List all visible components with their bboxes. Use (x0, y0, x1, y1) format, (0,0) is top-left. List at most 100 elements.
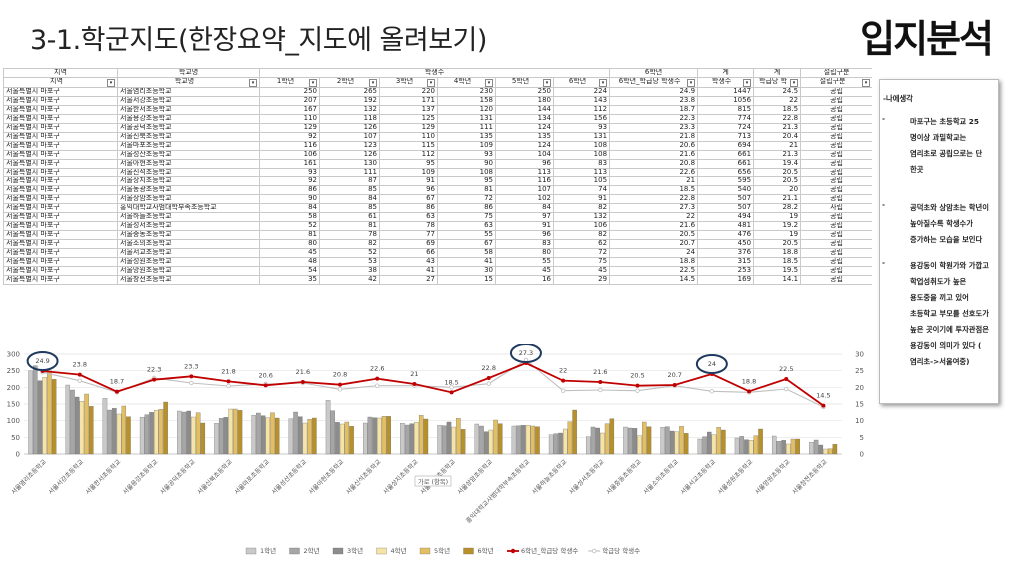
table-cell[interactable]: 공립 (800, 185, 872, 196)
table-cell[interactable]: 78 (319, 230, 380, 241)
table-cell[interactable]: 180 (495, 95, 554, 106)
table-cell[interactable]: 96 (495, 230, 554, 241)
table-cell[interactable]: 450 (697, 239, 755, 250)
table-cell[interactable]: 84 (259, 203, 320, 214)
table-cell[interactable]: 110 (379, 131, 438, 142)
table-cell[interactable]: 108 (437, 167, 496, 178)
table-cell[interactable]: 19 (753, 212, 802, 223)
column-header-cell[interactable]: 2학년 ▾ (319, 76, 380, 88)
column-header-cell[interactable]: 설립구분 ▾ (800, 76, 872, 88)
table-cell[interactable]: 93 (552, 122, 611, 133)
table-cell[interactable]: 서울특별시 마포구 (3, 248, 118, 259)
table-cell[interactable]: 72 (552, 248, 611, 259)
table-cell[interactable]: 161 (259, 158, 320, 169)
table-cell[interactable]: 22.8 (609, 194, 699, 205)
table-cell[interactable]: 595 (697, 176, 755, 187)
table-cell[interactable]: 1056 (697, 95, 755, 106)
table-cell[interactable]: 58 (259, 212, 320, 223)
table-cell[interactable]: 서울마포초등학교 (117, 140, 260, 151)
table-cell[interactable]: 공립 (800, 113, 872, 124)
table-cell[interactable]: 132 (319, 104, 380, 115)
column-header-cell[interactable]: 지역 ▾ (3, 76, 118, 88)
table-cell[interactable]: 61 (319, 212, 380, 223)
table-cell[interactable]: 107 (319, 131, 380, 142)
table-cell[interactable]: 서울창전초등학교 (117, 274, 260, 285)
table-cell[interactable]: 220 (379, 86, 438, 97)
table-cell[interactable]: 서울성서초등학교 (117, 221, 260, 232)
table-cell[interactable]: 91 (552, 194, 611, 205)
table-cell[interactable]: 53 (319, 257, 380, 268)
table-cell[interactable]: 134 (495, 113, 554, 124)
table-cell[interactable]: 서울특별시 마포구 (3, 131, 118, 142)
table-cell[interactable]: 19.4 (753, 158, 802, 169)
column-header-cell[interactable]: 5학년 ▾ (495, 76, 554, 88)
table-cell[interactable]: 공립 (800, 95, 872, 106)
table-cell[interactable]: 130 (319, 158, 380, 169)
table-cell[interactable]: 724 (697, 122, 755, 133)
table-cell[interactable]: 20.5 (753, 239, 802, 250)
table-cell[interactable]: 110 (259, 113, 320, 124)
table-cell[interactable]: 126 (319, 149, 380, 160)
table-cell[interactable]: 85 (319, 185, 380, 196)
column-header-cell[interactable]: 학교명 ▾ (117, 76, 260, 88)
filter-dropdown-icon[interactable]: ▾ (249, 78, 257, 87)
table-cell[interactable]: 서울동광초등학교 (117, 185, 260, 196)
table-cell[interactable]: 69 (379, 239, 438, 250)
table-cell[interactable]: 224 (552, 86, 611, 97)
table-cell[interactable]: 24.5 (753, 86, 802, 97)
table-cell[interactable]: 22.6 (609, 167, 699, 178)
table-cell[interactable]: 82 (319, 239, 380, 250)
filter-dropdown-icon[interactable]: ▾ (369, 78, 377, 87)
table-cell[interactable]: 28.2 (753, 203, 802, 214)
table-cell[interactable]: 공립 (800, 176, 872, 187)
table-cell[interactable]: 30 (437, 266, 496, 276)
table-cell[interactable]: 476 (697, 230, 755, 241)
table-cell[interactable]: 109 (437, 140, 496, 151)
table-cell[interactable]: 서울상암초등학교 (117, 194, 260, 205)
table-cell[interactable]: 서울망원초등학교 (117, 266, 260, 276)
filter-dropdown-icon[interactable]: ▾ (427, 78, 435, 87)
table-cell[interactable]: 124 (495, 122, 554, 133)
table-cell[interactable]: 108 (552, 140, 611, 151)
table-cell[interactable]: 27 (379, 274, 438, 285)
table-cell[interactable]: 20.5 (753, 167, 802, 178)
table-cell[interactable]: 376 (697, 248, 755, 259)
table-cell[interactable]: 661 (697, 158, 755, 169)
table-cell[interactable]: 서울특별시 마포구 (3, 221, 118, 232)
table-cell[interactable]: 265 (319, 86, 380, 97)
table-cell[interactable]: 서울특별시 마포구 (3, 86, 118, 97)
table-cell[interactable]: 공립 (800, 86, 872, 97)
table-cell[interactable]: 서울특별시 마포구 (3, 104, 118, 115)
table-cell[interactable]: 서울상지초등학교 (117, 176, 260, 187)
table-cell[interactable]: 20.5 (753, 176, 802, 187)
table-cell[interactable]: 92 (259, 131, 320, 142)
filter-dropdown-icon[interactable]: ▾ (309, 78, 317, 87)
table-cell[interactable]: 86 (379, 203, 438, 214)
table-cell[interactable]: 112 (552, 104, 611, 115)
table-cell[interactable]: 481 (697, 221, 755, 232)
table-cell[interactable]: 93 (259, 167, 320, 178)
filter-dropdown-icon[interactable]: ▾ (790, 78, 799, 87)
table-cell[interactable]: 서울특별시 마포구 (3, 176, 118, 187)
table-cell[interactable]: 서울신석초등학교 (117, 167, 260, 178)
table-cell[interactable]: 19.2 (753, 221, 802, 232)
table-cell[interactable]: 공립 (800, 194, 872, 205)
table-cell[interactable]: 21 (753, 140, 802, 151)
table-cell[interactable]: 90 (437, 158, 496, 169)
table-cell[interactable]: 78 (379, 221, 438, 232)
table-cell[interactable]: 서울아현초등학교 (117, 158, 260, 169)
table-cell[interactable]: 20.4 (753, 131, 802, 142)
table-cell[interactable]: 20 (753, 185, 802, 196)
table-cell[interactable]: 84 (319, 194, 380, 205)
filter-dropdown-icon[interactable]: ▾ (862, 78, 871, 87)
table-cell[interactable]: 82 (552, 203, 611, 214)
table-cell[interactable]: 713 (697, 131, 755, 142)
table-cell[interactable]: 96 (379, 185, 438, 196)
table-cell[interactable]: 81 (319, 221, 380, 232)
table-cell[interactable]: 21.1 (753, 194, 802, 205)
table-cell[interactable]: 108 (552, 149, 611, 160)
table-cell[interactable]: 107 (495, 185, 554, 196)
table-cell[interactable]: 공립 (800, 122, 872, 133)
column-header-cell[interactable]: 6학년_학급당 학생수 ▾ (609, 76, 699, 88)
table-cell[interactable]: 75 (437, 212, 496, 223)
